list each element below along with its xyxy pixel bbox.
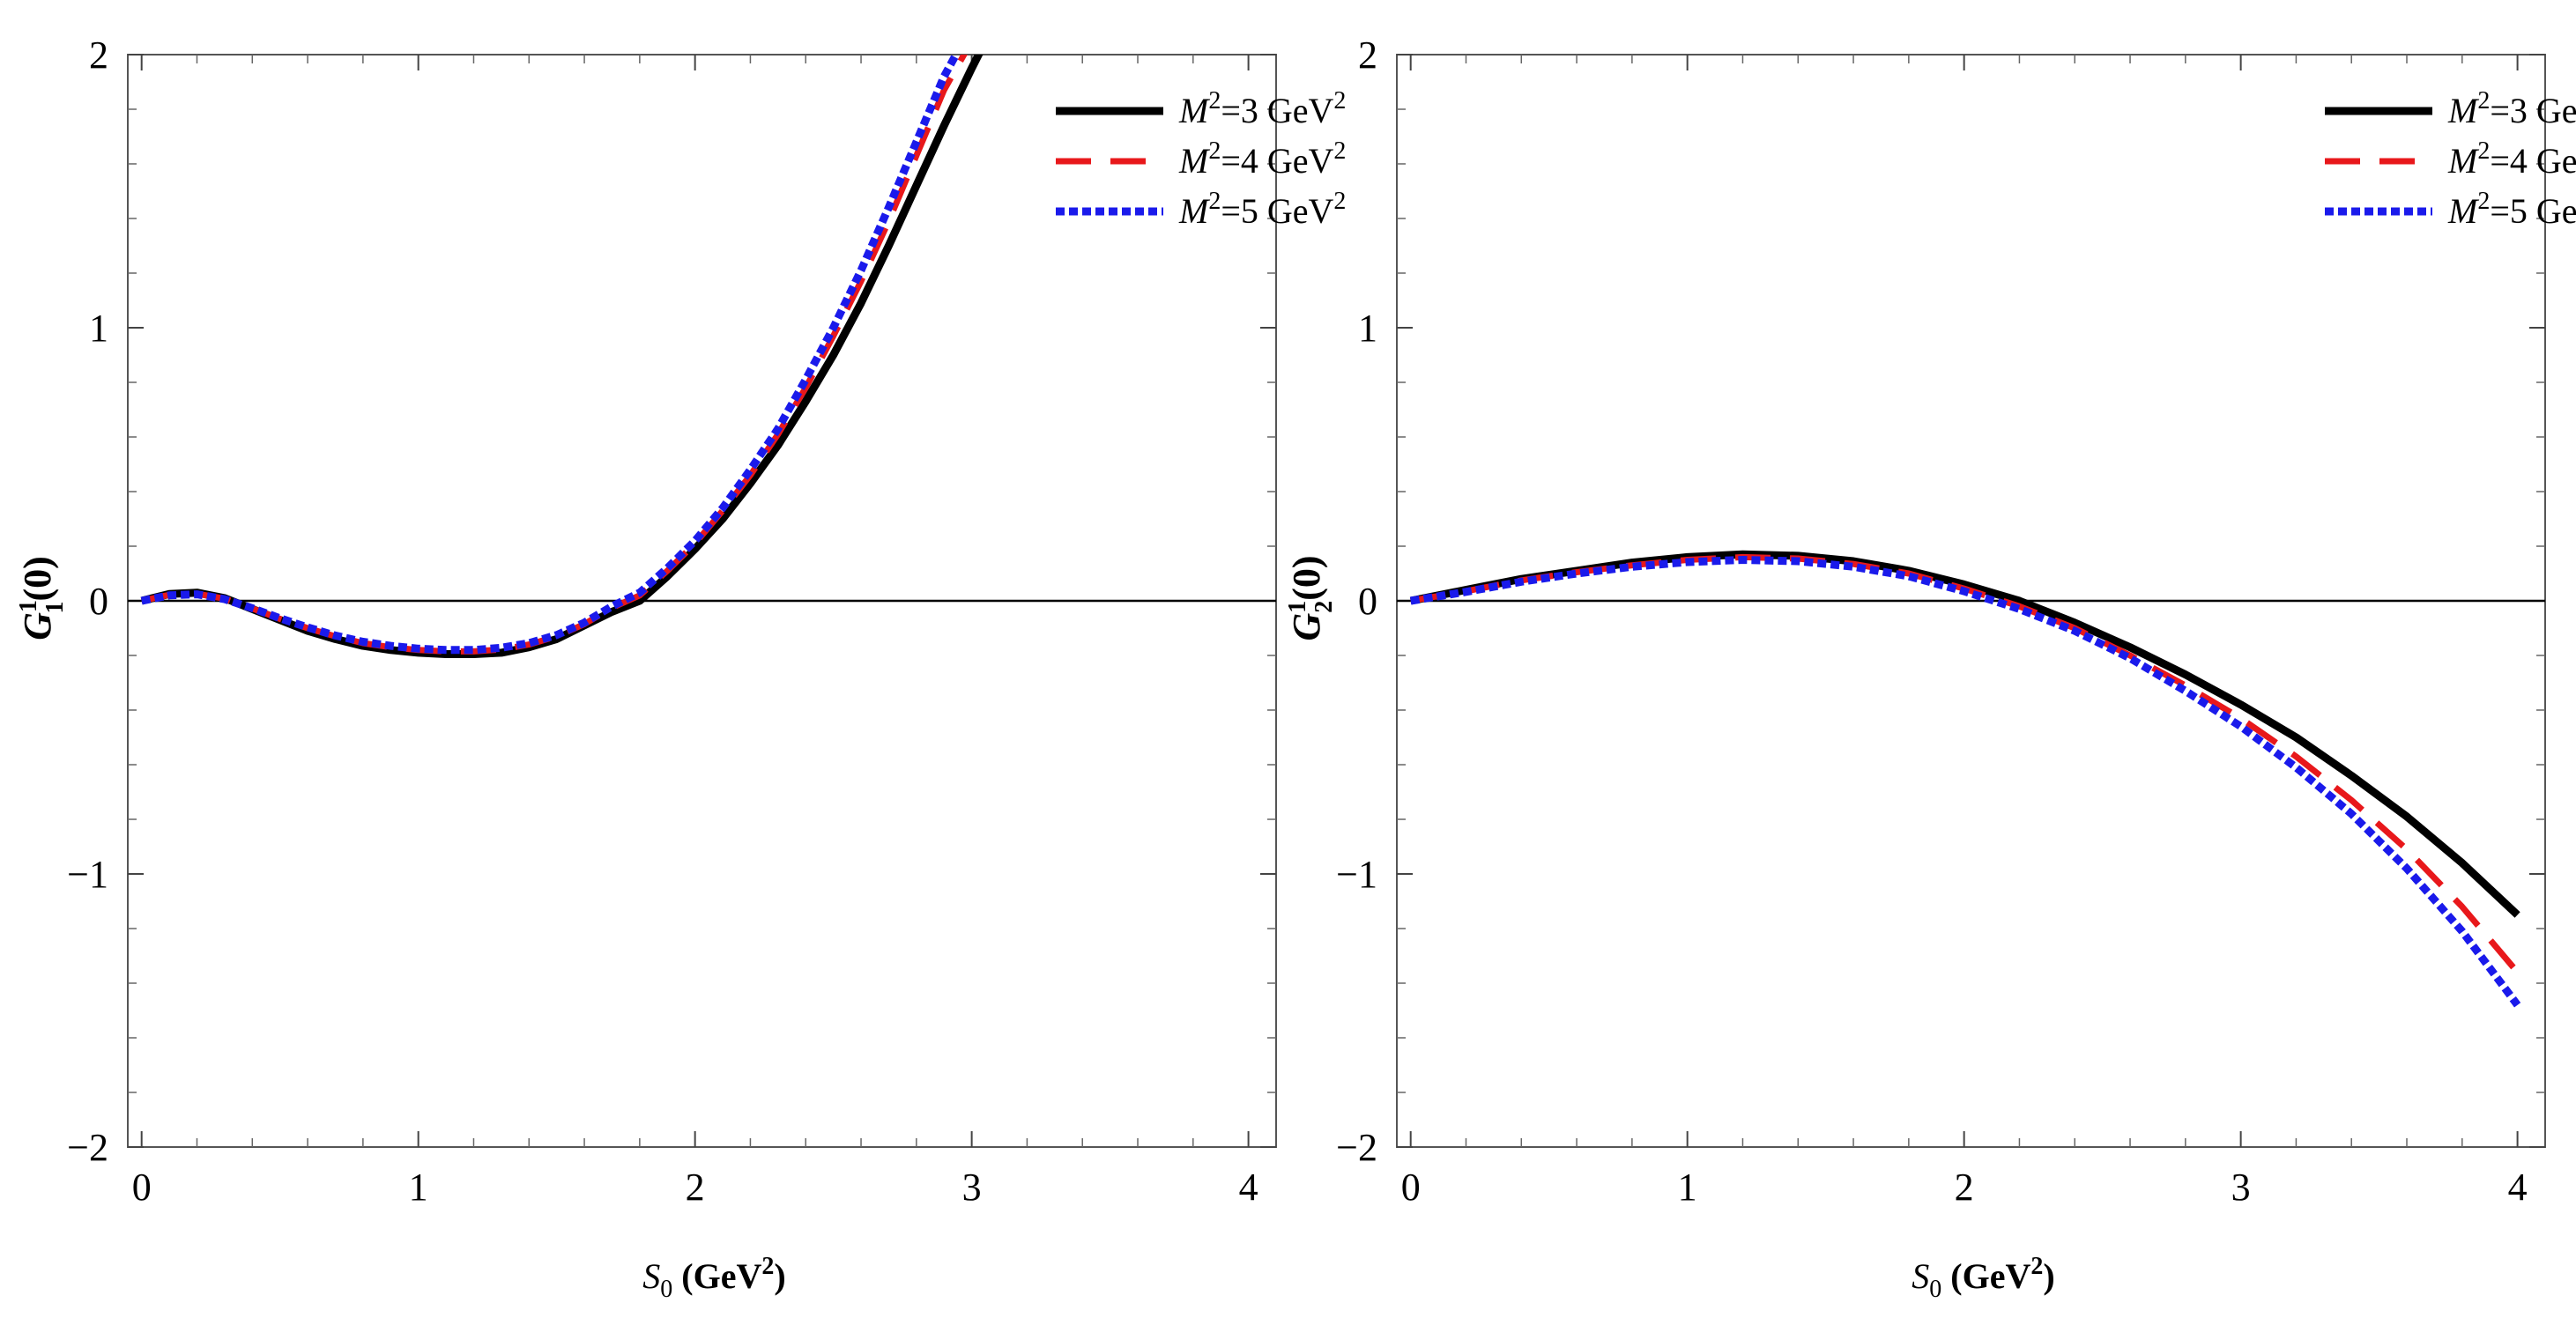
legend-label-m2-4: M2=4 GeV2 bbox=[2447, 137, 2576, 181]
legend-text: =5 GeV bbox=[1221, 191, 1333, 231]
x-tick-label: 3 bbox=[962, 1166, 982, 1209]
y-title-arg: (0) bbox=[1285, 555, 1328, 600]
x-title-symbol: S bbox=[642, 1256, 660, 1296]
y-tick-label: −2 bbox=[1336, 1126, 1377, 1169]
y-tick-label: −1 bbox=[1336, 853, 1377, 896]
y-tick-label: 1 bbox=[1358, 307, 1377, 350]
x-title-unit: (GeV bbox=[672, 1256, 761, 1296]
x-title-sup: 2 bbox=[761, 1253, 774, 1280]
legend-unit-sup: 2 bbox=[1333, 87, 1346, 115]
y-title-arg: (0) bbox=[16, 556, 59, 601]
y-title-symbol: G bbox=[16, 612, 59, 640]
x-title-sub: 0 bbox=[1929, 1276, 1941, 1303]
legend-sup: 2 bbox=[2477, 137, 2490, 165]
x-tick-label: 4 bbox=[2508, 1166, 2528, 1209]
legend-text: =3 GeV bbox=[2490, 91, 2576, 130]
x-tick-label: 0 bbox=[1401, 1166, 1421, 1209]
x-tick-label: 2 bbox=[1955, 1166, 1974, 1209]
y-axis-title: G11(0) bbox=[15, 556, 69, 640]
legend-text: =5 GeV bbox=[2490, 191, 2576, 231]
legend-unit-sup: 2 bbox=[1333, 137, 1346, 165]
series-layer bbox=[140, 55, 984, 658]
y-tick-label: 0 bbox=[89, 580, 108, 623]
x-title-sub: 0 bbox=[660, 1276, 672, 1303]
legend-label-m2-4: M2=4 GeV2 bbox=[1178, 137, 1346, 181]
y-axis-title: G12(0) bbox=[1284, 555, 1338, 640]
legend-label-m2-5: M2=5 GeV2 bbox=[1178, 188, 1346, 231]
legend-text: =4 GeV bbox=[1221, 141, 1333, 181]
legend-symbol: M bbox=[1178, 91, 1211, 130]
x-tick-label: 2 bbox=[686, 1166, 705, 1209]
x-tick-label: 3 bbox=[2231, 1166, 2251, 1209]
y-title-sup: 1 bbox=[1284, 601, 1311, 613]
x-title-close: ) bbox=[774, 1256, 785, 1296]
legend-sup: 2 bbox=[2477, 87, 2490, 115]
x-title-symbol: S bbox=[1912, 1256, 1929, 1296]
legend-sup: 2 bbox=[1208, 137, 1221, 165]
legend-symbol: M bbox=[1178, 141, 1211, 181]
y-tick-label: 2 bbox=[89, 33, 108, 77]
y-title-symbol: G bbox=[1285, 613, 1328, 641]
legend-symbol: M bbox=[2447, 91, 2480, 130]
x-tick-label: 4 bbox=[1239, 1166, 1258, 1209]
legend-label-m2-3: M2=3 GeV2 bbox=[1178, 87, 1346, 130]
x-title-close: ) bbox=[2043, 1256, 2054, 1296]
x-title-unit: (GeV bbox=[1941, 1256, 2030, 1296]
y-tick-label: 0 bbox=[1358, 580, 1377, 623]
y-title-sub: 1 bbox=[41, 602, 69, 614]
legend-label-m2-5: M2=5 GeV2 bbox=[2447, 188, 2576, 231]
y-tick-label: −1 bbox=[67, 853, 108, 896]
legend-symbol: M bbox=[2447, 141, 2480, 181]
series-layer bbox=[1409, 550, 2521, 1008]
legend-sup: 2 bbox=[1208, 188, 1221, 215]
legend-label-m2-3: M2=3 GeV2 bbox=[2447, 87, 2576, 130]
x-axis-title: S0 (GeV2) bbox=[642, 1253, 785, 1303]
y-tick-label: 1 bbox=[89, 307, 108, 350]
legend-sup: 2 bbox=[2477, 188, 2490, 215]
legend-text: =3 GeV bbox=[1221, 91, 1333, 130]
legend-text: =4 GeV bbox=[2490, 141, 2576, 181]
series-line-m2-5 bbox=[1409, 556, 2521, 1008]
x-axis-title: S0 (GeV2) bbox=[1912, 1253, 2054, 1303]
series-line-m2-5 bbox=[140, 55, 961, 655]
series-line-m2-4 bbox=[140, 55, 968, 655]
x-tick-label: 0 bbox=[132, 1166, 152, 1209]
legend-sup: 2 bbox=[1208, 87, 1221, 115]
x-tick-label: 1 bbox=[1678, 1166, 1697, 1209]
y-title-sup: 1 bbox=[15, 601, 42, 612]
legend-symbol: M bbox=[1178, 191, 1211, 231]
series-line-m2-3 bbox=[140, 55, 984, 658]
x-tick-label: 1 bbox=[409, 1166, 428, 1209]
y-title-sub: 2 bbox=[1310, 601, 1338, 613]
series-line-m2-3 bbox=[1409, 550, 2520, 918]
y-tick-label: −2 bbox=[67, 1126, 108, 1169]
x-title-sup: 2 bbox=[2030, 1253, 2043, 1280]
legend-unit-sup: 2 bbox=[1333, 188, 1346, 215]
y-tick-label: 2 bbox=[1358, 33, 1377, 77]
legend-symbol: M bbox=[2447, 191, 2480, 231]
series-line-m2-4 bbox=[1410, 553, 2520, 974]
